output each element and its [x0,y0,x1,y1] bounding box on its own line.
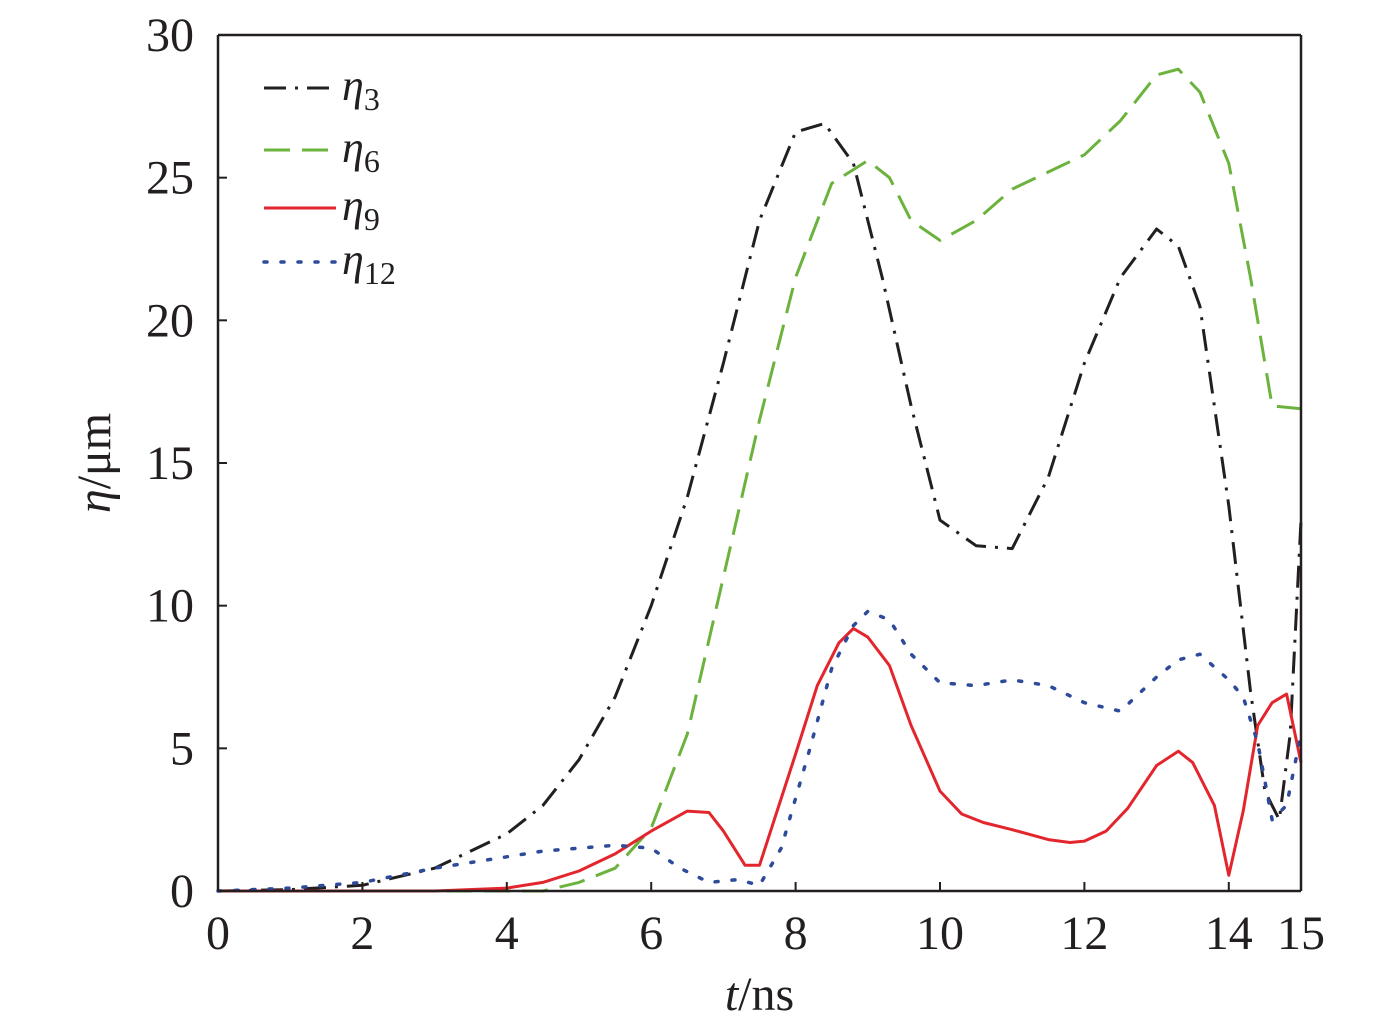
series-layer [216,67,1303,893]
legend-label-η6: η6 [342,123,380,179]
x-tick-label: 2 [350,907,374,960]
axis-titles: t/ns η/μm [68,413,794,1021]
legend-label-η3: η3 [342,61,380,117]
y-tick-label: 30 [146,9,194,62]
x-axis-title: t/ns [725,968,794,1021]
y-tick-label: 0 [170,865,194,918]
y-tick-label: 20 [146,294,194,347]
y-tick-label: 15 [146,437,194,490]
x-tick-label: 0 [206,907,230,960]
x-tick-label: 6 [639,907,663,960]
series-line-η9 [218,627,1303,893]
series-line-η3 [217,122,1303,893]
y-tick-label: 10 [146,580,194,633]
x-tick-label: 15 [1277,907,1325,960]
y-tick-label: 25 [146,152,194,205]
x-tick-label: 14 [1205,907,1253,960]
series-line-η6 [218,67,1302,893]
x-tick-label: 8 [784,907,808,960]
x-tick-label: 10 [916,907,964,960]
tick-labels: 0 2 4 6 8 10 12 14 15 0 5 10 15 20 25 30 [146,9,1325,960]
axes [216,33,1303,893]
x-tick-label: 4 [495,907,519,960]
series-line-η12 [216,609,1303,893]
legend-label-η12: η12 [342,235,396,291]
y-tick-label: 5 [170,722,194,775]
legend-label-η9: η9 [342,181,380,237]
y-axis-title: η/μm [68,413,121,513]
x-tick-label: 12 [1060,907,1108,960]
